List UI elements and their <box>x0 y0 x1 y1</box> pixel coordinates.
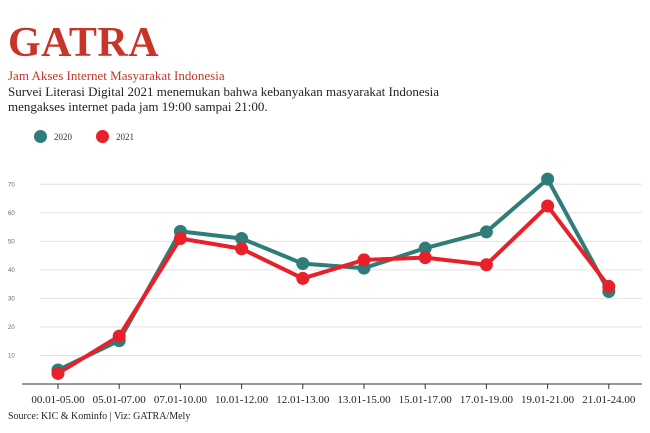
data-point-2021 <box>235 242 249 256</box>
series-line-2020 <box>57 177 611 372</box>
chart-subtitle: Jam Akses Internet Masyarakat Indonesia <box>8 68 225 83</box>
data-point-2021 <box>479 258 493 272</box>
data-point-2021 <box>357 253 371 267</box>
y-tick-label-60: 60 <box>8 211 15 217</box>
data-point-2020 <box>479 225 493 239</box>
data-point-2021 <box>418 251 432 265</box>
legend-marker-2020 <box>34 130 47 143</box>
y-tick-label-20: 20 <box>8 325 15 331</box>
data-point-2020 <box>418 241 432 255</box>
source-note: Source: KIC & Kominfo | Viz: GATRA/Mely <box>8 411 191 422</box>
x-tick-label: 05.01-07.00 <box>93 394 147 406</box>
data-point-2020 <box>296 257 310 271</box>
legend-item-2021[interactable]: 2021 <box>96 130 134 143</box>
legend: 2020 2021 <box>34 130 158 143</box>
x-tick-label: 17.01-19.00 <box>460 394 514 406</box>
data-point-2021 <box>112 329 126 343</box>
legend-label-2020: 2020 <box>54 131 72 142</box>
y-tick-label-40: 40 <box>8 268 15 274</box>
data-point-2020 <box>541 172 555 186</box>
grid-lines <box>40 183 642 356</box>
brand-logo: GATRA <box>8 20 160 66</box>
series-group <box>51 172 616 380</box>
x-tick-label: 15.01-17.00 <box>399 394 453 406</box>
x-tick-label: 13.01-15.00 <box>337 394 391 406</box>
data-point-2021 <box>296 271 310 285</box>
chart-description: Survei Literasi Digital 2021 menemukan b… <box>8 84 440 114</box>
series-line-2021 <box>56 203 611 376</box>
x-tick-label: 07.01-10.00 <box>154 394 208 406</box>
data-point-2020 <box>235 231 249 245</box>
y-tick-label-30: 30 <box>8 296 15 302</box>
x-axis <box>22 383 642 389</box>
data-point-2021 <box>602 279 616 293</box>
x-tick-label: 19.01-21.00 <box>521 394 575 406</box>
y-tick-label-10: 10 <box>8 353 15 359</box>
x-tick-label: 10.01-12.00 <box>215 394 269 406</box>
data-point-2021 <box>173 231 187 245</box>
data-point-2021 <box>541 199 555 213</box>
x-axis-tick-labels: 00.01-05.00 05.01-07.00 07.01-10.00 10.01-1… <box>31 394 635 406</box>
x-tick-label: 12.01-13.00 <box>276 394 330 406</box>
y-axis-tick-labels: 10 20 30 40 50 60 70 <box>8 182 15 359</box>
data-point-2021 <box>51 366 65 380</box>
legend-item-2020[interactable]: 2020 <box>34 130 72 143</box>
y-tick-label-50: 50 <box>8 239 15 245</box>
x-tick-label: 00.01-05.00 <box>31 394 85 406</box>
legend-label-2021: 2021 <box>116 131 134 142</box>
legend-marker-2021 <box>96 130 109 143</box>
y-tick-label-70: 70 <box>8 182 15 188</box>
x-tick-label: 21.01-24.00 <box>582 394 636 406</box>
